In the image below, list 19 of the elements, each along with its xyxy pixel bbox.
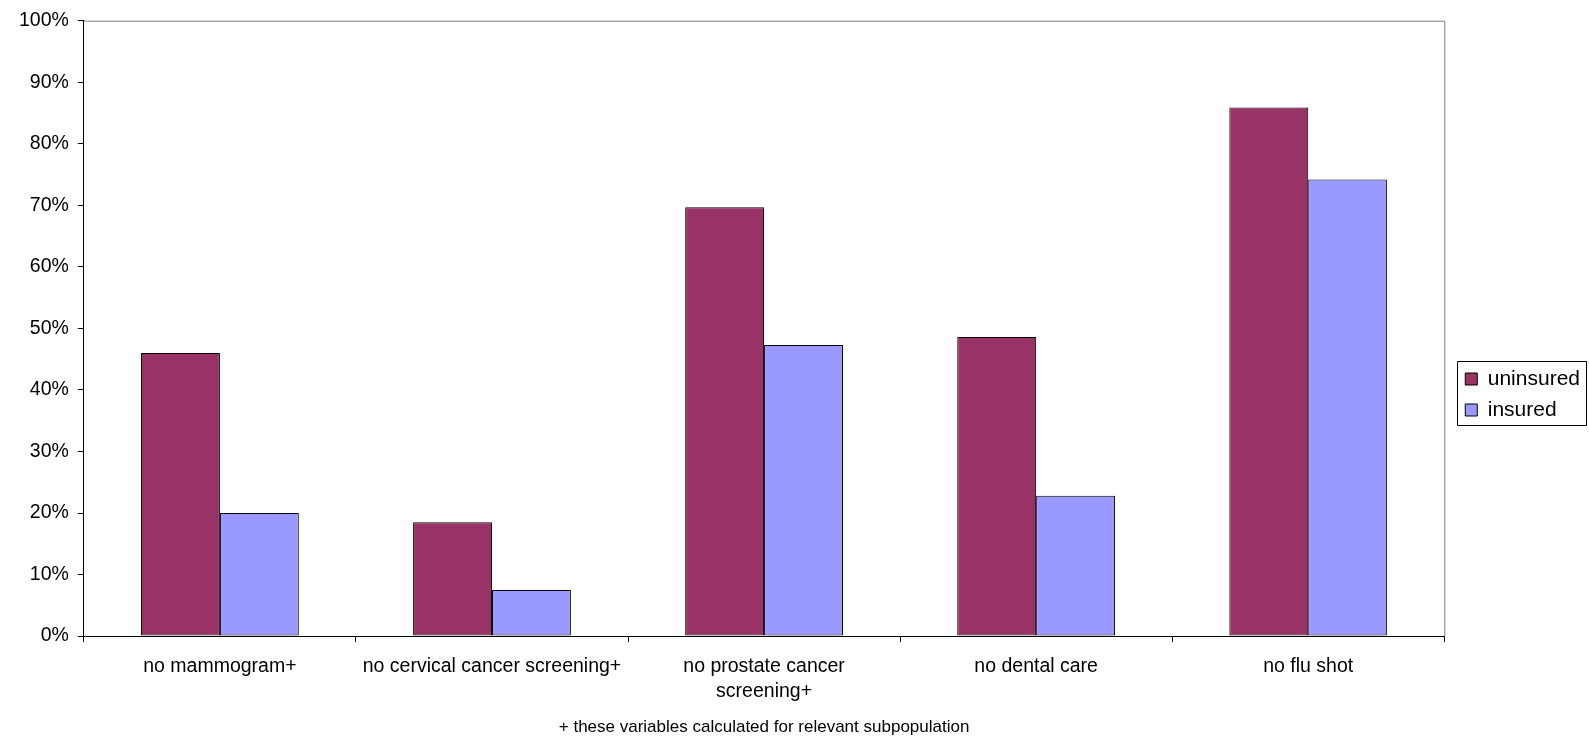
y-tick-label: 90% <box>29 69 69 92</box>
legend-label: uninsured <box>1487 365 1580 389</box>
y-tick-label: 50% <box>29 315 69 338</box>
y-tick-label: 70% <box>29 192 69 215</box>
text: + these variables calculated for relevant subpopulation <box>558 716 970 736</box>
y-tick-label: 10% <box>29 561 69 584</box>
y-tick-label: 40% <box>29 377 69 400</box>
x-tick-label: no mammogram+ <box>143 653 297 676</box>
x-tick-label: no dental care <box>974 653 1098 676</box>
x-tick-label: no prostate cancer screening+ <box>683 653 846 701</box>
legend-label: insured <box>1487 396 1557 420</box>
x-tick-label: no cervical cancer screening+ <box>362 653 622 676</box>
y-tick-label: 0% <box>40 623 69 646</box>
y-tick-label: 100% <box>19 8 69 31</box>
y-tick-label: 20% <box>29 500 69 523</box>
y-tick-label: 60% <box>29 254 69 277</box>
x-tick-label: no flu shot <box>1263 653 1354 676</box>
y-tick-label: 80% <box>29 131 69 154</box>
y-tick-label: 30% <box>29 438 69 461</box>
